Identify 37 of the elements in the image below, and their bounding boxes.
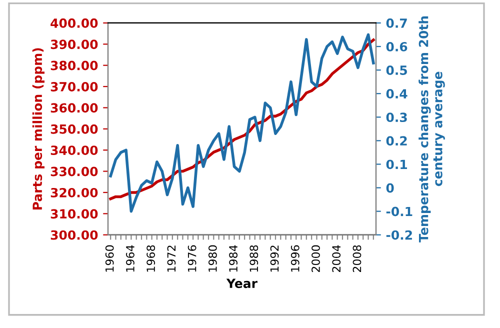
y-tick-label: 370.00 (50, 82, 98, 92)
x-tick-label: 1996 (290, 245, 300, 272)
x-tick-label: 2008 (352, 245, 362, 272)
y2-tick-label: 0.4 (386, 89, 408, 99)
y2-tick-label: 0.2 (386, 136, 407, 146)
x-tick-label: 1960 (105, 245, 114, 272)
y-tick-label: 400.00 (50, 18, 98, 28)
x-tick-label: 1988 (250, 245, 258, 272)
y-tick-label: 350.00 (50, 124, 98, 134)
x-tick-label: 1968 (146, 245, 156, 272)
y-tick-label: 340.00 (50, 146, 98, 156)
y-tick-label: 360.00 (50, 103, 98, 113)
x-tick-label: 2004 (332, 245, 341, 272)
y-axis-title: Parts per million (ppm) (32, 48, 44, 210)
y2-tick-label: -0.1 (386, 206, 412, 216)
y-tick-label: 320.00 (50, 188, 98, 198)
x-tick-label: 1992 (270, 246, 279, 272)
y2-tick-label: 0.5 (386, 66, 407, 75)
x-tick-label: 1984 (229, 245, 238, 272)
x-tick-label: 2000 (312, 245, 320, 272)
y2-tick-label: 0.1 (386, 160, 408, 170)
y-tick-label: 390.00 (50, 40, 98, 50)
y-tick-label: 330.00 (50, 166, 98, 176)
x-axis-title: Year (226, 278, 258, 288)
x-tick-label: 1976 (188, 245, 196, 272)
y-tick-label: 310.00 (50, 209, 98, 219)
y2-tick-label: -0.2 (386, 230, 412, 240)
y2-tick-label: 0 (386, 183, 394, 193)
x-tick-label: 1972 (167, 246, 176, 272)
x-tick-label: 1980 (208, 245, 217, 272)
y-tick-label: 380.00 (50, 60, 98, 70)
y2-axis-title: Temperature changes from 20th century average (418, 16, 445, 242)
x-tick-label: 1964 (126, 245, 134, 272)
y2-tick-label: 0.6 (386, 42, 408, 52)
y2-tick-label: 0.3 (386, 112, 407, 122)
y2-tick-label: 0.7 (386, 18, 407, 28)
y-tick-label: 300.00 (50, 230, 98, 240)
